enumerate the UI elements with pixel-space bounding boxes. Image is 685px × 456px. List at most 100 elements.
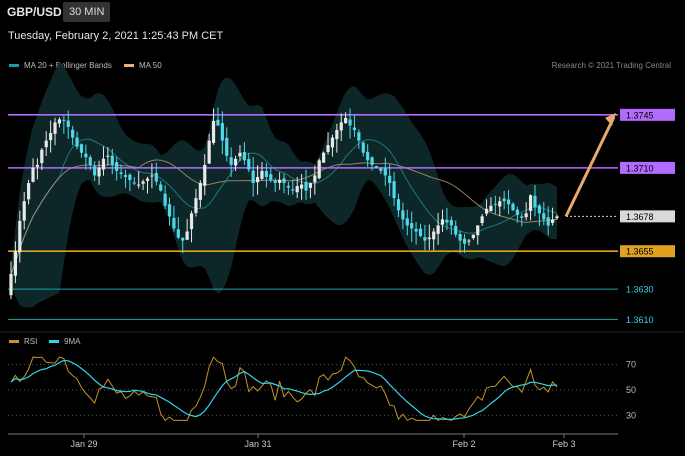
x-tick-label: Feb 2 — [452, 439, 475, 449]
candle-body — [282, 178, 286, 184]
ma50-label: MA 50 — [139, 61, 162, 70]
candle-body — [440, 219, 445, 225]
candle-body — [238, 152, 242, 157]
candle-body — [27, 183, 31, 200]
rsi-label: RSI — [24, 337, 38, 346]
candle-body — [159, 184, 163, 191]
9ma-swatch — [49, 340, 59, 344]
candle-body — [357, 132, 361, 141]
level-label-1.3678: 1.3678 — [626, 212, 654, 222]
candle-body — [163, 193, 167, 206]
candle-body — [229, 157, 233, 165]
candle-body — [225, 137, 229, 156]
level-label-1.3710: 1.3710 — [626, 163, 654, 173]
candle-body — [445, 219, 449, 223]
candle-body — [66, 120, 70, 127]
ma20-swatch — [9, 64, 19, 68]
candle-body — [189, 213, 194, 230]
rsi-ma-line — [10, 359, 557, 421]
ma20-line — [10, 138, 558, 275]
rsi-tick-30: 30 — [626, 410, 636, 420]
candle-body — [233, 158, 238, 166]
level-label-1.3630: 1.3630 — [626, 285, 654, 295]
candle-body — [423, 237, 427, 241]
candle-body — [401, 210, 405, 220]
candle-body — [84, 153, 88, 158]
candle-body — [304, 182, 308, 191]
candle-body — [176, 229, 180, 238]
rsi-tick-70: 70 — [626, 360, 636, 370]
candle-body — [484, 208, 489, 214]
rsi-line — [10, 356, 558, 422]
candle-body — [471, 234, 475, 239]
candle-body — [383, 168, 387, 176]
candle-body — [308, 183, 313, 188]
candle-body — [251, 170, 255, 184]
candle-body — [207, 140, 211, 164]
candle-body — [467, 240, 471, 242]
candle-body — [537, 205, 541, 214]
9ma-label: 9MA — [64, 337, 81, 346]
rsi-swatch — [9, 340, 19, 344]
candle-body — [286, 185, 291, 188]
candle-body — [185, 231, 189, 240]
candle-body — [194, 198, 198, 213]
candle-body — [524, 213, 528, 218]
candle-body — [458, 234, 462, 241]
credit-text: Research © 2021 Trading Central — [551, 61, 671, 70]
candle-body — [128, 174, 132, 180]
candle-body — [75, 137, 79, 147]
candle-body — [418, 228, 423, 237]
candle-body — [145, 178, 150, 181]
candle-body — [515, 209, 519, 215]
candle-body — [506, 199, 511, 205]
level-box-1.3678 — [620, 210, 675, 223]
rsi-tick-50: 50 — [626, 385, 636, 395]
candle-body — [550, 219, 555, 223]
candle-body — [62, 119, 66, 121]
x-tick-label: Jan 29 — [70, 439, 97, 449]
candle-body — [277, 180, 282, 183]
candle-body — [211, 120, 216, 143]
candle-body — [49, 133, 53, 141]
candle-body — [436, 225, 440, 234]
candle-body — [502, 198, 506, 202]
candle-body — [97, 167, 101, 177]
candle-body — [31, 167, 35, 182]
candle-body — [137, 184, 141, 186]
candle-body — [300, 184, 304, 189]
candle-body — [555, 216, 559, 219]
candle-body — [396, 199, 401, 211]
candle-body — [493, 203, 497, 205]
candle-body — [388, 175, 392, 184]
forecast-arrow-head — [605, 112, 616, 126]
timeframe-button[interactable]: 30 MIN — [63, 2, 111, 22]
candle-body — [22, 201, 26, 221]
candle-body — [405, 218, 409, 226]
candle-body — [379, 168, 383, 171]
candle-body — [35, 164, 40, 167]
level-label-1.3655: 1.3655 — [626, 247, 654, 257]
candle-body — [344, 117, 348, 124]
candle-body — [18, 220, 22, 253]
level-box-1.3745 — [620, 108, 675, 121]
candle-body — [181, 237, 185, 241]
legend-9ma: 9MA — [49, 337, 80, 347]
candle-body — [88, 157, 92, 165]
candle-body — [132, 182, 136, 184]
candle-body — [57, 119, 62, 124]
candle-body — [370, 157, 374, 165]
candle-body — [101, 158, 106, 170]
candle-body — [106, 155, 110, 157]
candle-body — [79, 144, 84, 153]
candle-body — [220, 123, 224, 141]
candle-body — [432, 231, 436, 240]
candle-body — [264, 170, 268, 177]
candle-body — [9, 273, 13, 296]
candle-body — [247, 158, 251, 170]
candle-body — [449, 220, 453, 226]
candle-body — [295, 186, 299, 193]
candle-body — [317, 160, 321, 179]
candle-body — [330, 137, 335, 148]
